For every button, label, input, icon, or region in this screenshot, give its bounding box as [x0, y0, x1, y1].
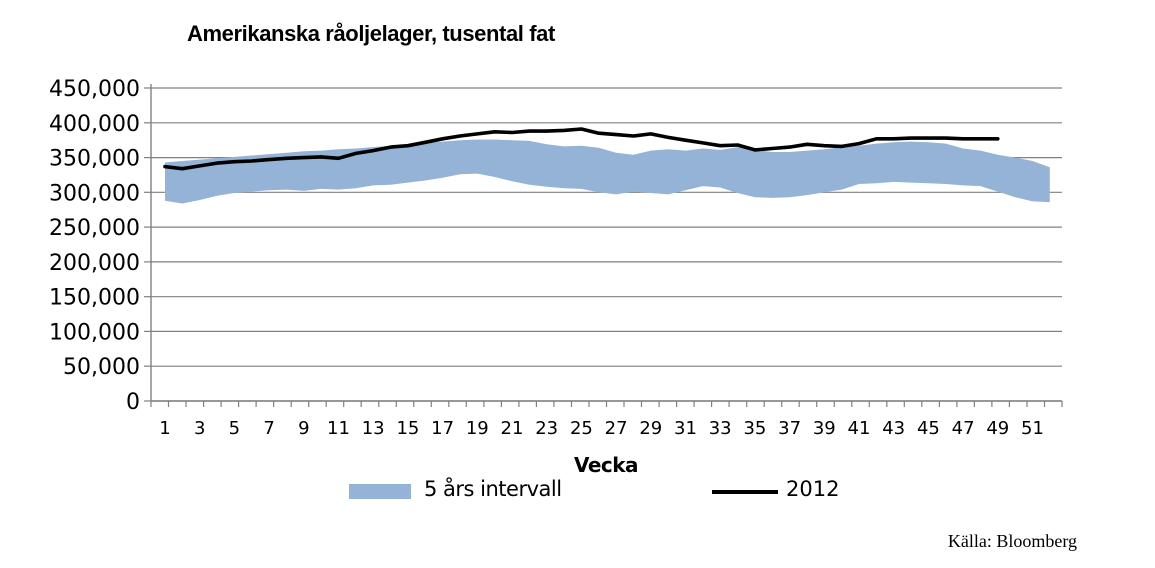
svg-text:47: 47 [952, 418, 975, 439]
band-legend-swatch-icon [349, 484, 411, 499]
svg-text:51: 51 [1021, 418, 1044, 439]
svg-text:7: 7 [263, 418, 274, 439]
svg-text:350,000: 350,000 [49, 147, 140, 172]
svg-text:49: 49 [986, 418, 1009, 439]
chart-title: Amerikanska råoljelager, tusental fat [187, 21, 555, 46]
band-legend-label: 5 års intervall [424, 477, 562, 501]
svg-text:31: 31 [674, 418, 697, 439]
svg-text:37: 37 [778, 418, 801, 439]
svg-text:25: 25 [570, 418, 593, 439]
band-series-5yr-interval [165, 139, 1050, 204]
svg-text:400,000: 400,000 [49, 112, 140, 137]
x-axis-tick-labels: 1 3 5 7 9 11 13 15 17 19 21 23 25 27 29 31 33 35 37 39 41 43 4… [159, 418, 1044, 439]
svg-text:45: 45 [917, 418, 940, 439]
svg-text:0: 0 [126, 390, 140, 415]
svg-text:3: 3 [194, 418, 205, 439]
svg-text:200,000: 200,000 [49, 251, 140, 276]
svg-text:5: 5 [229, 418, 240, 439]
svg-text:41: 41 [848, 418, 871, 439]
svg-text:11: 11 [327, 418, 350, 439]
svg-text:50,000: 50,000 [63, 355, 140, 380]
svg-text:1: 1 [159, 418, 170, 439]
svg-text:39: 39 [813, 418, 836, 439]
axis-lines [150, 84, 1062, 402]
svg-text:9: 9 [298, 418, 309, 439]
svg-text:300,000: 300,000 [49, 181, 140, 206]
svg-text:29: 29 [639, 418, 662, 439]
svg-text:450,000: 450,000 [49, 77, 140, 102]
svg-text:19: 19 [466, 418, 489, 439]
svg-text:33: 33 [709, 418, 732, 439]
svg-text:23: 23 [535, 418, 558, 439]
y-axis-tick-labels: 0 50,000 100,000 150,000 200,000 250,000 300,0… [49, 77, 140, 415]
svg-text:43: 43 [882, 418, 905, 439]
svg-text:17: 17 [431, 418, 454, 439]
svg-text:150,000: 150,000 [49, 286, 140, 311]
svg-text:35: 35 [743, 418, 766, 439]
line-series-2012 [163, 127, 1000, 171]
svg-text:250,000: 250,000 [49, 216, 140, 241]
svg-text:21: 21 [501, 418, 524, 439]
svg-text:15: 15 [396, 418, 419, 439]
line-legend-swatch-icon [712, 490, 778, 494]
line-legend-label: 2012 [786, 477, 840, 501]
x-axis-title: Vecka [573, 453, 639, 477]
svg-text:13: 13 [362, 418, 385, 439]
svg-text:100,000: 100,000 [49, 320, 140, 345]
axis-ticks [144, 87, 1063, 407]
svg-text:27: 27 [605, 418, 628, 439]
source-credit: Källa: Bloomberg [947, 531, 1077, 551]
